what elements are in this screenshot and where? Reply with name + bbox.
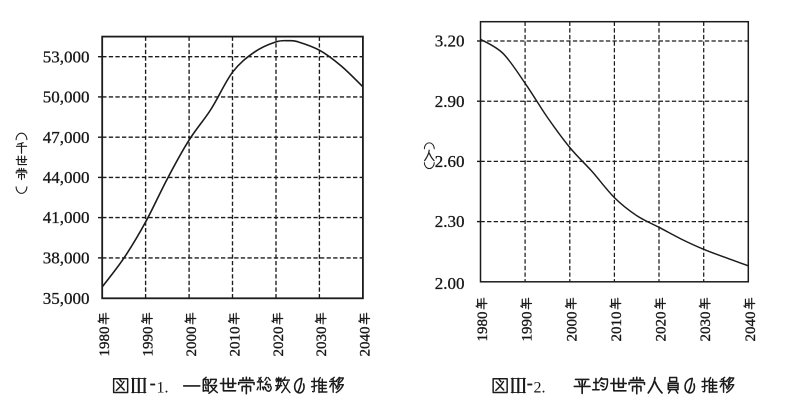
svg-text:2020: 2020 bbox=[271, 327, 287, 357]
svg-text:2000: 2000 bbox=[184, 327, 200, 357]
svg-text:47,000: 47,000 bbox=[43, 128, 90, 147]
svg-text:35,000: 35,000 bbox=[43, 289, 90, 308]
svg-text:1980: 1980 bbox=[97, 327, 113, 357]
svg-text:1980: 1980 bbox=[475, 312, 491, 342]
svg-text:53,000: 53,000 bbox=[43, 47, 90, 66]
svg-text:2.60: 2.60 bbox=[435, 152, 465, 171]
svg-text:44,000: 44,000 bbox=[43, 168, 90, 187]
svg-text:2.00: 2.00 bbox=[435, 274, 465, 293]
svg-text:1.: 1. bbox=[157, 379, 169, 396]
svg-text:2040: 2040 bbox=[743, 312, 759, 342]
svg-text:2.: 2. bbox=[534, 379, 546, 396]
svg-text:2010: 2010 bbox=[609, 312, 625, 342]
svg-text:1990: 1990 bbox=[520, 312, 536, 342]
svg-text:2030: 2030 bbox=[314, 327, 330, 357]
svg-text:3.20: 3.20 bbox=[435, 32, 465, 51]
svg-text:41,000: 41,000 bbox=[43, 208, 90, 227]
svg-text:1990: 1990 bbox=[140, 327, 156, 357]
svg-text:38,000: 38,000 bbox=[43, 249, 90, 268]
svg-text:2.90: 2.90 bbox=[435, 92, 465, 111]
svg-text:2000: 2000 bbox=[564, 312, 580, 342]
svg-text:2040: 2040 bbox=[358, 327, 374, 357]
svg-text:2020: 2020 bbox=[654, 312, 670, 342]
svg-text:50,000: 50,000 bbox=[43, 88, 90, 107]
svg-text:2.30: 2.30 bbox=[435, 212, 465, 231]
svg-text:2010: 2010 bbox=[227, 327, 243, 357]
svg-text:2030: 2030 bbox=[698, 312, 714, 342]
